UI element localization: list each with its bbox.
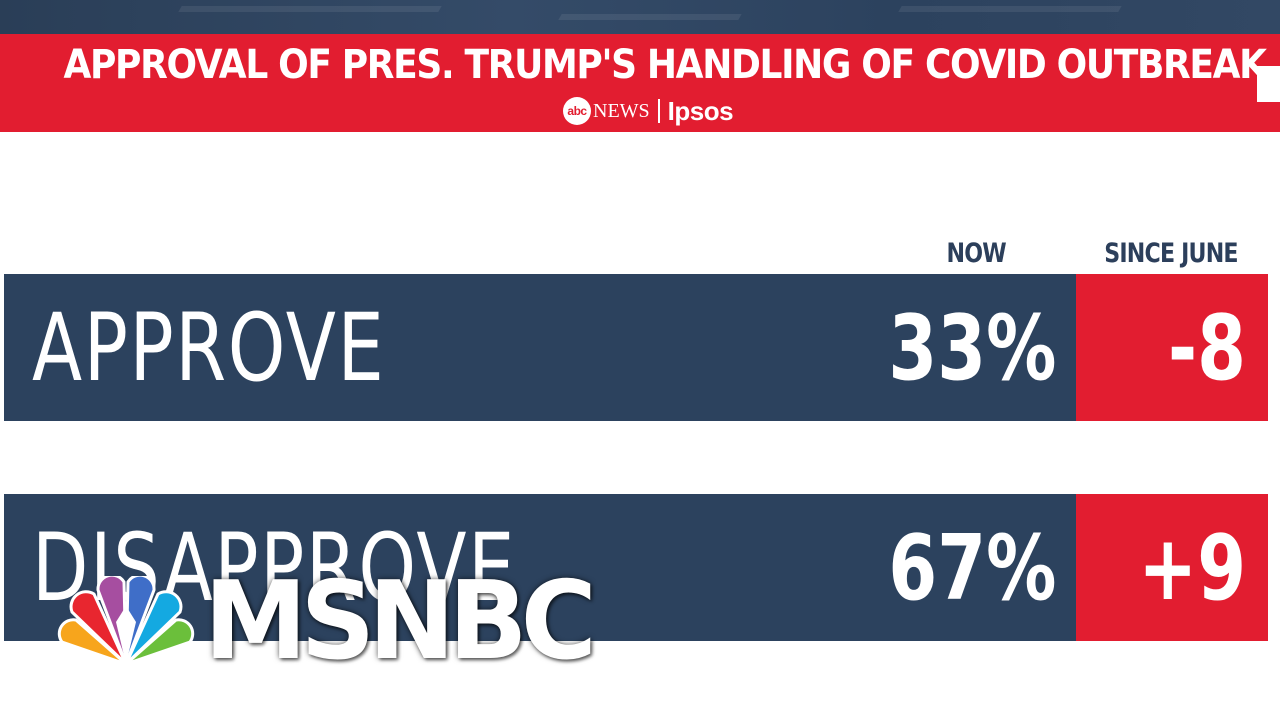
msnbc-watermark: MSNBC xyxy=(54,568,654,676)
row-change-value: -8 xyxy=(1168,296,1246,401)
row-label: APPROVE xyxy=(32,294,386,403)
source-logos: abc NEWS Ipsos xyxy=(563,95,734,126)
row-change-panel: -8 xyxy=(1076,274,1268,421)
row-approve: APPROVE 33% -8 xyxy=(4,274,1268,421)
corner-box xyxy=(1257,66,1280,102)
row-change-value: +9 xyxy=(1138,516,1246,621)
column-header-since-june: SINCE JUNE xyxy=(1104,238,1238,269)
msnbc-wordmark: MSNBC xyxy=(204,559,597,684)
logo-divider xyxy=(657,99,660,123)
ipsos-logo: Ipsos xyxy=(667,95,734,126)
row-label-panel: DISAPPROVE 67% xyxy=(4,494,1076,641)
row-label-panel: APPROVE 33% xyxy=(4,274,1076,421)
title-banner: APPROVAL OF PRES. TRUMP'S HANDLING OF CO… xyxy=(0,34,1280,132)
row-disapprove: DISAPPROVE 67% +9 xyxy=(4,494,1268,641)
column-header-now: NOW xyxy=(946,238,1006,269)
top-strip xyxy=(0,0,1280,34)
row-now-value: 67% xyxy=(887,516,1056,621)
row-change-panel: +9 xyxy=(1076,494,1268,641)
banner-title: APPROVAL OF PRES. TRUMP'S HANDLING OF CO… xyxy=(63,42,1268,88)
peacock-icon xyxy=(57,576,195,666)
news-text: NEWS xyxy=(593,99,650,122)
row-now-value: 33% xyxy=(887,296,1056,401)
abc-logo-icon: abc xyxy=(563,97,591,125)
